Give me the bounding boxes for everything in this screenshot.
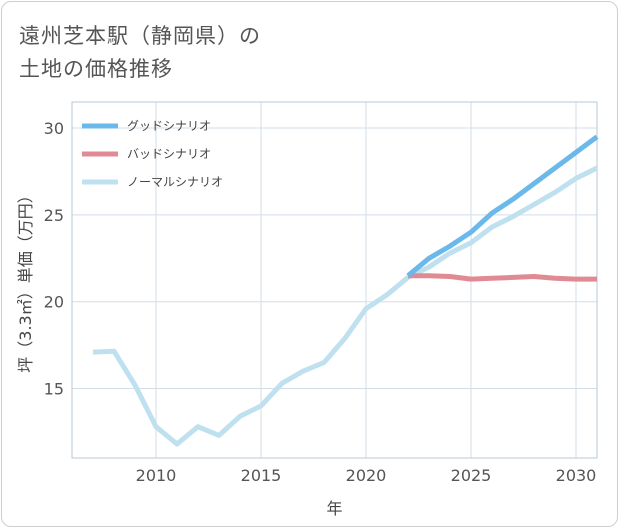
title-line-2: 土地の価格推移 (19, 57, 173, 81)
x-axis-title: 年 (326, 499, 342, 518)
page-title: 遠州芝本駅（静岡県）の 土地の価格推移 (19, 20, 261, 86)
legend-label: ノーマルシナリオ (127, 175, 223, 189)
y-axis-title: 坪（3.3㎡）単価（万円） (16, 187, 35, 372)
title-line-1: 遠州芝本駅（静岡県）の (19, 24, 261, 48)
y-tick-label: 15 (44, 380, 64, 399)
series-layer (92, 134, 599, 447)
legend-label: バッドシナリオ (127, 147, 211, 161)
x-tick-label: 2015 (241, 466, 282, 485)
x-tick-label: 2025 (451, 466, 492, 485)
series-line (406, 134, 599, 278)
y-tick-labels: 15 20 25 30 (44, 119, 64, 398)
y-tick-label: 20 (44, 293, 64, 312)
x-tick-labels: 2010 2015 2020 2025 2030 (136, 466, 597, 485)
y-tick-label: 25 (44, 206, 64, 225)
x-tick-label: 2010 (136, 466, 177, 485)
series-line (408, 273, 597, 282)
y-tick-label: 30 (44, 119, 64, 138)
series-line (92, 165, 599, 447)
x-tick-label: 2020 (346, 466, 387, 485)
x-tick-label: 2030 (556, 466, 597, 485)
legend-label: グッドシナリオ (127, 119, 211, 133)
